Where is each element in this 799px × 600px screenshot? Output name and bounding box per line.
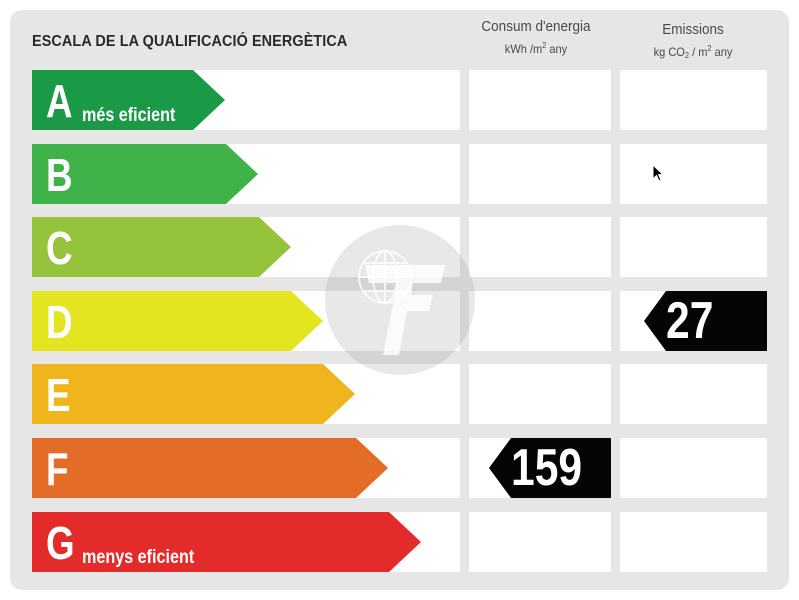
mouse-pointer-icon <box>652 163 666 189</box>
emissions-header: Emissions kg CO2 / m2 any <box>618 21 768 60</box>
grade-letter: A <box>46 75 73 127</box>
consumption-heading: Consum d'energia <box>481 18 591 35</box>
grade-bar-d <box>32 291 323 351</box>
grade-bar-f <box>32 438 388 498</box>
grade-bar-e <box>32 364 355 424</box>
emissions-rating-marker: 27 <box>644 291 767 351</box>
emissions-cell-b <box>620 144 767 204</box>
consumption-cell-d <box>469 291 611 351</box>
grade-bar-c <box>32 217 291 277</box>
consumption-unit: kWh /m2 any <box>504 41 568 56</box>
grade-bar-g <box>32 512 421 572</box>
emissions-cell-g <box>620 512 767 572</box>
grade-bar-b <box>32 144 258 204</box>
grade-letter: C <box>46 222 73 274</box>
grade-letter: E <box>46 369 71 421</box>
grade-letter: F <box>46 443 69 495</box>
emissions-cell-a <box>620 70 767 130</box>
grade-letter: B <box>46 149 73 201</box>
emissions-heading: Emissions <box>662 21 724 38</box>
grade-letter: D <box>46 296 73 348</box>
consumption-cell-g <box>469 512 611 572</box>
grade-note: menys eficient <box>82 547 195 568</box>
logo-watermark-icon <box>325 225 475 375</box>
emissions-cell-f <box>620 438 767 498</box>
consumption-cell-c <box>469 217 611 277</box>
consumption-cell-b <box>469 144 611 204</box>
grade-letter: G <box>46 517 75 569</box>
consumption-rating-value: 159 <box>511 439 583 497</box>
consumption-cell-a <box>469 70 611 130</box>
emissions-cell-c <box>620 217 767 277</box>
emissions-cell-e <box>620 364 767 424</box>
grade-bar-a <box>32 70 225 130</box>
scale-title: ESCALA DE LA QUALIFICACIÓ ENERGÈTICA <box>32 33 348 50</box>
consumption-cell-e <box>469 364 611 424</box>
consumption-header: Consum d'energia kWh /m2 any <box>466 18 606 56</box>
grade-note: més eficient <box>82 105 176 126</box>
emissions-unit: kg CO2 / m2 any <box>653 44 733 60</box>
emissions-rating-value: 27 <box>666 292 714 350</box>
consumption-rating-marker: 159 <box>489 438 611 498</box>
